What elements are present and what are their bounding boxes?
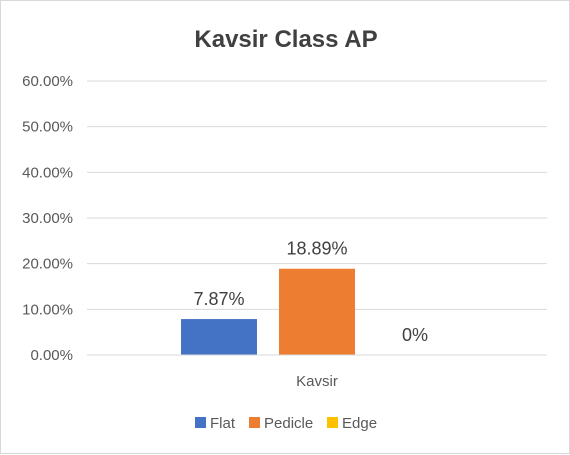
y-tick-label: 30.00%: [22, 210, 73, 227]
y-axis-ticks: 0.00% 10.00% 20.00% 30.00% 40.00% 50.00% 60.00…: [22, 73, 73, 364]
legend-label-flat: Flat: [210, 415, 236, 432]
bar-pedicle: [279, 268, 355, 355]
bars: 7.87% 18.89% 0%: [181, 239, 428, 355]
gridlines: [87, 80, 547, 310]
data-label-flat: 7.87%: [193, 289, 244, 309]
legend-label-pedicle: Pedicle: [264, 415, 313, 432]
y-tick-label: 10.00%: [22, 301, 73, 318]
y-tick-label: 40.00%: [22, 164, 73, 181]
chart-title: Kavsir Class AP: [194, 26, 377, 53]
y-tick-label: 0.00%: [30, 347, 73, 364]
legend-swatch-pedicle: [249, 417, 260, 428]
legend: Flat Pedicle Edge: [195, 415, 377, 432]
legend-swatch-edge: [327, 417, 338, 428]
y-tick-label: 50.00%: [22, 119, 73, 136]
y-tick-label: 60.00%: [22, 73, 73, 90]
legend-label-edge: Edge: [342, 415, 377, 432]
bar-flat: [181, 319, 257, 355]
data-label-edge: 0%: [402, 325, 428, 345]
legend-swatch-flat: [195, 417, 206, 428]
category-label-kavsir: Kavsir: [296, 373, 338, 390]
data-label-pedicle: 18.89%: [286, 239, 347, 259]
y-tick-label: 20.00%: [22, 256, 73, 273]
